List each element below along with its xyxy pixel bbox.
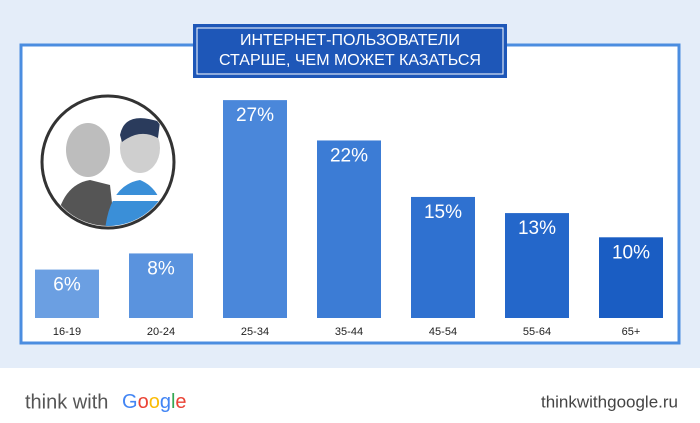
brand-name: Google <box>122 391 187 413</box>
x-tick-label: 20-24 <box>147 326 175 338</box>
value-label: 22% <box>330 145 368 166</box>
footer-bg <box>0 368 700 423</box>
value-label: 27% <box>236 105 274 126</box>
x-tick-label: 65+ <box>622 326 641 338</box>
value-label: 10% <box>612 242 650 263</box>
title-line: СТАРШЕ, ЧЕМ МОЖЕТ КАЗАТЬСЯ <box>219 52 481 69</box>
title-line: ИНТЕРНЕТ-ПОЛЬЗОВАТЕЛИ <box>240 32 460 49</box>
x-tick-label: 16-19 <box>53 326 81 338</box>
title-box-border <box>196 27 504 75</box>
x-tick-label: 55-64 <box>523 326 551 338</box>
site-url: thinkwithgoogle.ru <box>541 392 678 411</box>
bar <box>129 253 193 318</box>
title-box <box>193 24 507 78</box>
value-label: 6% <box>53 275 81 296</box>
value-label: 13% <box>518 218 556 239</box>
bar <box>317 140 381 318</box>
bar <box>599 237 663 318</box>
x-tick-label: 45-54 <box>429 326 457 338</box>
brand-prefix: think with <box>25 391 108 413</box>
bar <box>505 213 569 318</box>
x-tick-label: 25-34 <box>241 326 269 338</box>
bar <box>35 269 99 318</box>
value-label: 15% <box>424 202 462 223</box>
illustration <box>40 94 176 230</box>
x-tick-label: 35-44 <box>335 326 363 338</box>
value-label: 8% <box>147 258 175 279</box>
bar <box>223 100 287 318</box>
bar <box>411 196 475 318</box>
